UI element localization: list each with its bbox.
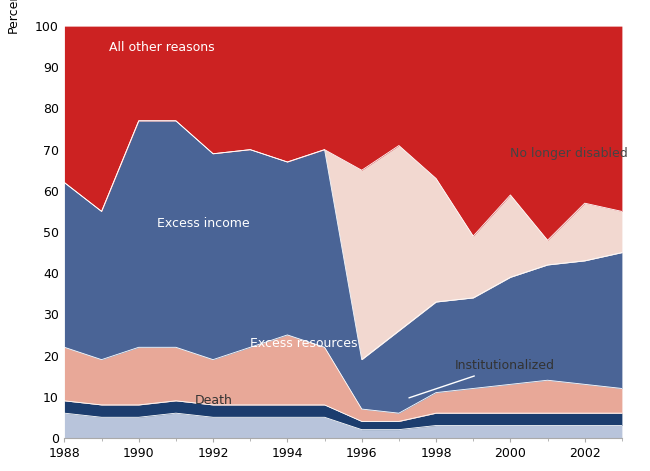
Text: No longer disabled: No longer disabled [510,147,628,160]
Text: All other reasons: All other reasons [109,41,214,54]
Text: Excess income: Excess income [157,217,250,230]
Text: Institutionalized: Institutionalized [409,359,554,398]
Text: Excess resources: Excess resources [250,337,358,349]
Y-axis label: Percent: Percent [6,0,20,33]
Text: Death: Death [194,394,232,407]
